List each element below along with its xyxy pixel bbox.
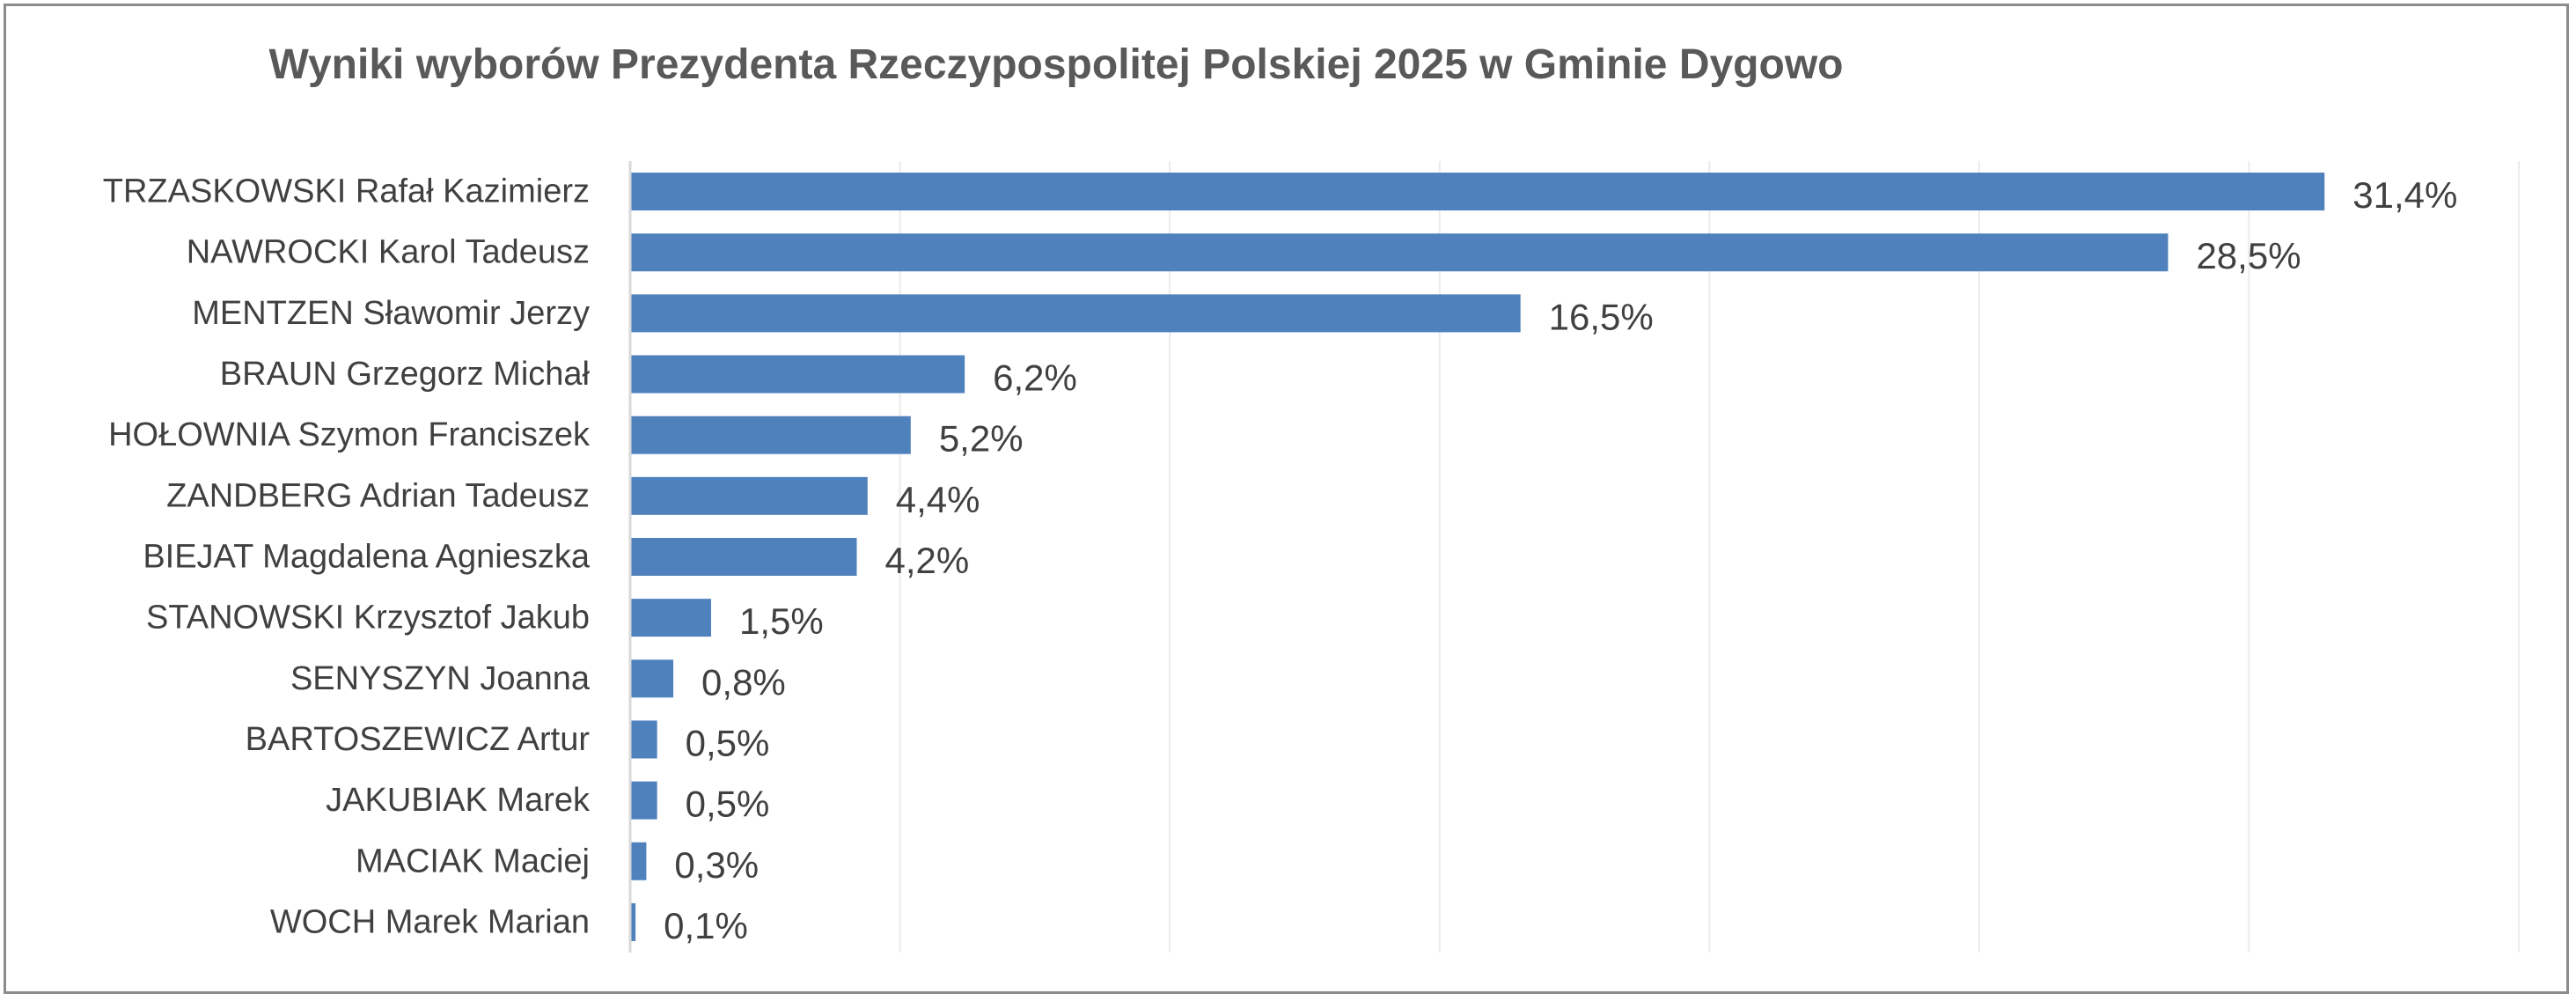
data-label: 0,8% — [701, 661, 786, 703]
bar — [630, 842, 647, 880]
bar — [630, 294, 1521, 333]
category-label: MENTZEN Sławomir Jerzy — [192, 295, 590, 332]
category-label: NAWROCKI Karol Tadeusz — [187, 234, 590, 271]
bar — [630, 538, 857, 576]
chart-frame — [4, 4, 2569, 994]
data-label: 6,2% — [993, 357, 1077, 399]
data-label: 0,1% — [664, 905, 748, 946]
data-label: 0,3% — [674, 844, 759, 886]
data-label: 0,5% — [686, 722, 770, 763]
bar — [630, 902, 636, 941]
data-label: 0,5% — [686, 784, 770, 825]
bar — [630, 720, 657, 759]
chart-title: Wyniki wyborów Prezydenta Rzeczypospolit… — [268, 41, 1844, 88]
gridlines — [899, 161, 2520, 953]
bar — [630, 599, 711, 637]
bar — [630, 233, 2169, 272]
category-label: MACIAK Maciej — [356, 843, 590, 880]
bars — [630, 173, 2325, 941]
data-label: 31,4% — [2352, 174, 2457, 216]
bar — [630, 173, 2325, 211]
data-label: 4,4% — [896, 479, 980, 520]
category-label: SENYSZYN Joanna — [290, 660, 591, 697]
data-label: 1,5% — [739, 600, 824, 642]
category-label: BARTOSZEWICZ Artur — [246, 721, 591, 758]
data-label: 4,2% — [885, 540, 970, 581]
category-label: HOŁOWNIA Szymon Franciszek — [108, 416, 591, 453]
data-label: 16,5% — [1549, 296, 1654, 337]
bar — [630, 355, 965, 394]
bar — [630, 476, 868, 515]
category-label: BRAUN Grzegorz Michał — [220, 356, 591, 393]
bar — [630, 416, 911, 454]
category-label: JAKUBIAK Marek — [326, 782, 591, 819]
category-label: WOCH Marek Marian — [270, 903, 590, 940]
category-label: ZANDBERG Adrian Tadeusz — [166, 477, 590, 514]
bar — [630, 659, 674, 698]
data-label: 28,5% — [2196, 235, 2301, 276]
category-label: BIEJAT Magdalena Agnieszka — [143, 539, 591, 576]
category-label: TRZASKOWSKI Rafał Kazimierz — [103, 173, 590, 210]
category-label: STANOWSKI Krzysztof Jakub — [146, 600, 590, 637]
labels: TRZASKOWSKI Rafał Kazimierz 31,4% NAWROCKI… — [103, 173, 2458, 946]
bar — [630, 781, 657, 820]
data-label: 5,2% — [939, 418, 1024, 460]
